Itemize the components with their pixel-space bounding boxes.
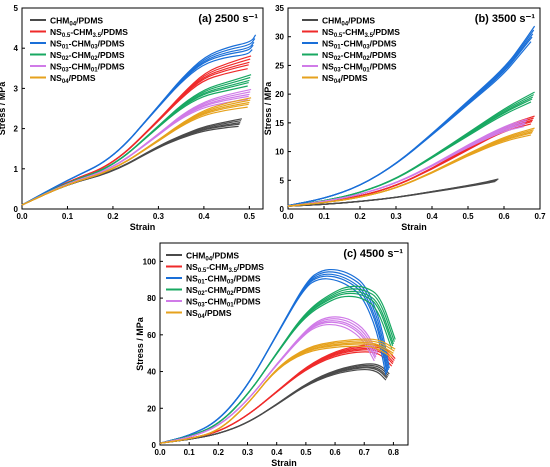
x-tick-label: 0.2 [354, 212, 366, 221]
x-tick-label: 0.3 [153, 212, 165, 221]
series-line [159, 268, 390, 444]
legend-label: NS0.5-CHM3.5/PDMS [50, 27, 128, 39]
x-tick-label: 0.4 [426, 212, 438, 221]
panel-b: 0.0 0.1 0.2 0.3 0.4 0.5 0.6 0.7 0 5 10 15 20 25 30 35 St… [263, 4, 546, 232]
panel-c: 0.0 0.1 0.2 0.3 0.4 0.5 0.6 0.7 0.8 0 20 40 60 80 100 S… [135, 242, 409, 467]
x-axis-label: Strain [271, 458, 297, 467]
y-tick-label: 3 [14, 84, 19, 93]
series-line [159, 285, 396, 444]
y-tick-label: 20 [275, 90, 284, 99]
series-chm04-pdms [287, 178, 499, 207]
legend-label: NS01-CHM03/PDMS [186, 274, 261, 286]
y-tick-label: 10 [275, 148, 284, 157]
y-tick-label: 5 [280, 176, 285, 185]
legend-label: CHM04/PDMS [50, 16, 103, 28]
y-tick-label: 0 [152, 441, 157, 450]
panel-a: 0.0 0.1 0.2 0.3 0.4 0.5 0 1 2 3 4 5 Strain Stress / M… [0, 4, 264, 232]
y-tick-label: 30 [275, 33, 284, 42]
legend-label: NS03-CHM01/PDMS [322, 62, 397, 74]
x-tick-label: 0.5 [244, 212, 256, 221]
x-tick-label: 0.5 [462, 212, 474, 221]
series-ns01-chm03-pdms [21, 34, 257, 206]
x-tick-label: 0.2 [107, 212, 119, 221]
y-tick-label: 1 [14, 165, 19, 174]
x-tick-label: 0.0 [154, 448, 166, 457]
y-tick-label: 60 [147, 331, 156, 340]
legend-label: NS0.5-CHM3.5/PDMS [322, 27, 400, 39]
series-ns02-chm02-pdms [159, 285, 396, 444]
y-tick-label: 25 [275, 61, 284, 70]
series-ns04-pdms [159, 338, 396, 444]
x-tick-label: 0.6 [498, 212, 510, 221]
x-tick-label: 0.2 [213, 448, 225, 457]
x-tick-label: 0.4 [271, 448, 283, 457]
series-line [21, 34, 257, 206]
legend-label: NS01-CHM03/PDMS [322, 39, 397, 51]
series-line [287, 178, 499, 207]
series-line [159, 363, 390, 444]
legend-label: NS04/PDMS [322, 73, 368, 85]
x-tick-label: 0.3 [390, 212, 402, 221]
y-tick-label: 15 [275, 119, 284, 128]
x-axis-label: Strain [401, 222, 427, 232]
x-tick-label: 0.6 [329, 448, 341, 457]
y-tick-label: 0 [14, 205, 19, 214]
x-axis-label: Strain [130, 222, 156, 232]
y-tick-label: 0 [280, 205, 285, 214]
legend-label: NS04/PDMS [50, 73, 96, 85]
series-line [287, 127, 535, 207]
series-ns04-pdms [287, 127, 535, 207]
legend-label: CHM04/PDMS [322, 16, 375, 28]
legend-label: CHM04/PDMS [186, 251, 239, 263]
y-axis-label: Stress / MPa [0, 81, 7, 136]
series-ns04-pdms [21, 97, 252, 206]
y-tick-label: 80 [147, 294, 156, 303]
x-tick-label: 0.7 [359, 448, 371, 457]
x-tick-label: 0.3 [242, 448, 254, 457]
y-tick-label: 2 [14, 125, 19, 134]
x-tick-label: 0.5 [300, 448, 312, 457]
series-line [21, 97, 252, 206]
x-tick-label: 0.8 [388, 448, 400, 457]
x-tick-label: 0.4 [198, 212, 210, 221]
panel-title: (c) 4500 s⁻¹ [343, 248, 403, 260]
legend-label: NS01-CHM03/PDMS [50, 39, 125, 51]
legend-label: NS04/PDMS [186, 308, 232, 320]
series-line [287, 118, 528, 207]
series-line [287, 25, 536, 207]
x-tick-label: 0.0 [16, 212, 28, 221]
y-tick-label: 4 [14, 44, 19, 53]
panel-title: (b) 3500 s⁻¹ [475, 13, 536, 25]
x-tick-label: 0.7 [534, 212, 546, 221]
y-axis-label: Stress / MPa [263, 81, 273, 136]
legend-label: NS02-CHM02/PDMS [186, 285, 261, 297]
y-tick-label: 20 [147, 404, 156, 413]
x-tick-label: 0.1 [184, 448, 196, 457]
legend-label: NS02-CHM02/PDMS [322, 50, 397, 62]
x-tick-label: 0.0 [282, 212, 294, 221]
legend-label: NS02-CHM02/PDMS [50, 50, 125, 62]
series-ns03-chm01-pdms [159, 316, 379, 444]
x-tick-label: 0.1 [318, 212, 330, 221]
series-ns03-chm01-pdms [287, 118, 528, 207]
panel-title: (a) 2500 s⁻¹ [198, 13, 258, 25]
x-tick-label: 0.1 [62, 212, 74, 221]
y-tick-label: 40 [147, 368, 156, 377]
series-line [159, 338, 396, 444]
legend-label: NS0.5-CHM3.5/PDMS [186, 262, 264, 274]
series-ns01-chm03-pdms [287, 25, 536, 207]
y-axis-label: Stress / MPa [135, 316, 145, 371]
series-chm04-pdms [159, 363, 390, 444]
y-tick-label: 100 [143, 257, 157, 266]
legend-label: NS03-CHM01/PDMS [50, 62, 125, 74]
series-ns01-chm03-pdms [159, 268, 390, 444]
legend-label: NS03-CHM01/PDMS [186, 297, 261, 309]
y-tick-label: 35 [275, 4, 284, 13]
y-tick-label: 5 [14, 4, 19, 13]
series-line [159, 316, 379, 444]
